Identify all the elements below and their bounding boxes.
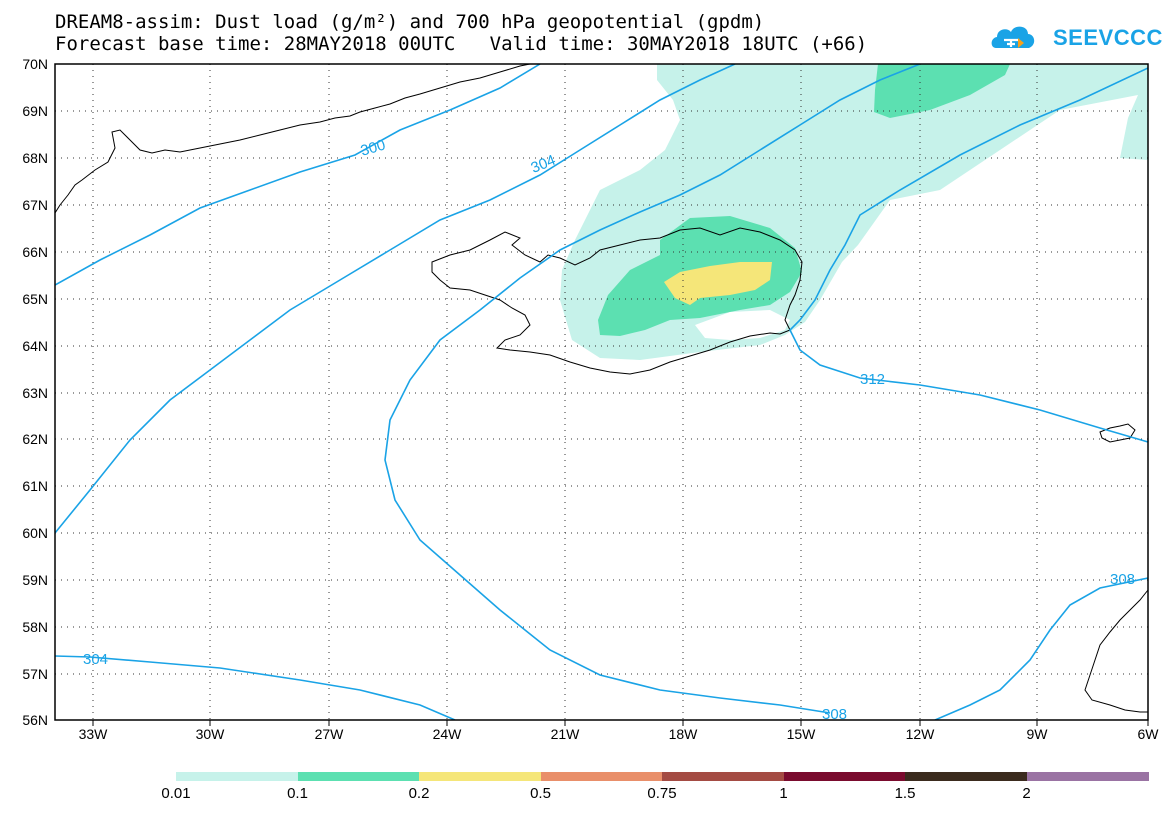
contour-312: [384, 64, 921, 714]
lat-label: 63N: [22, 385, 48, 401]
colorbar-label: 0.5: [530, 785, 551, 802]
lat-label: 70N: [22, 56, 48, 72]
colorbar-label: 0.75: [647, 785, 677, 802]
contour-label-304-south: 304: [83, 651, 108, 668]
colorbar-segment: [662, 772, 784, 781]
lat-label: 65N: [22, 291, 48, 307]
map-frame: [54, 63, 1149, 721]
axis-ticks: [92, 720, 1149, 726]
lat-label: 64N: [22, 338, 48, 354]
grid-lines: [55, 64, 1148, 720]
dust-area-high: [664, 262, 772, 305]
lon-label: 15W: [786, 726, 816, 742]
colorbar-label: 0.01: [161, 785, 191, 802]
iceland-coast: [431, 227, 803, 375]
contour-label-308-south: 308: [822, 706, 847, 723]
contour-308: [934, 577, 1148, 720]
lat-label: 58N: [22, 619, 48, 635]
contour-label-308-east: 308: [1110, 571, 1135, 588]
lat-label: 56N: [22, 712, 48, 728]
lat-label: 69N: [22, 103, 48, 119]
colorbar-label: 1: [779, 785, 788, 802]
colorbar-segment: [297, 772, 420, 781]
lon-label: 21W: [550, 726, 580, 742]
cloud-logo-icon: [991, 26, 1035, 48]
contour-312-east: [789, 67, 1148, 443]
lat-label: 66N: [22, 244, 48, 260]
lon-label: 12W: [905, 726, 935, 742]
colorbar-segment: [176, 772, 298, 781]
chart-title: DREAM8-assim: Dust load (g/m²) and 700 h…: [55, 11, 765, 33]
colorbar-segment: [419, 772, 541, 781]
colorbar-label: 2: [1022, 785, 1031, 802]
colorbar-label: 0.2: [408, 785, 430, 802]
colorbar-segment: [1026, 772, 1149, 781]
logo-text: SEEVCCC: [1053, 25, 1163, 50]
lat-label: 68N: [22, 150, 48, 166]
lat-label: 61N: [22, 478, 48, 494]
colorbar-label: 1.5: [894, 785, 916, 802]
contour-label-304-north: 304: [528, 152, 558, 177]
lat-label: 60N: [22, 525, 48, 541]
dust-area-mid-north: [874, 64, 1010, 118]
lat-label: 67N: [22, 197, 48, 213]
greenland-coast: [55, 64, 531, 214]
coastlines: [55, 64, 1148, 713]
lat-label: 59N: [22, 572, 48, 588]
lon-label: 24W: [432, 726, 462, 742]
forecast-time-line: Forecast base time: 28MAY2018 00UTC Vali…: [55, 33, 868, 55]
dust-free-patch: [695, 310, 790, 340]
lon-label: 27W: [314, 726, 344, 742]
lat-label: 57N: [22, 666, 48, 682]
faroe-islands: [1099, 423, 1136, 443]
geopotential-contours: [55, 64, 1148, 720]
contour-300: [55, 64, 541, 286]
lon-label: 30W: [195, 726, 225, 742]
contour-304-south: [55, 655, 456, 720]
lat-label: 62N: [22, 431, 48, 447]
colorbar-segment: [905, 772, 1027, 781]
colorbar-segment: [783, 772, 906, 781]
lon-label: 33W: [78, 726, 108, 742]
lon-label: 18W: [668, 726, 698, 742]
lon-label: 9W: [1026, 726, 1048, 742]
scotland-coast: [1084, 589, 1148, 713]
contour-304-north: [55, 64, 736, 534]
colorbar-label: 0.1: [287, 785, 308, 802]
contour-label-312: 312: [860, 371, 885, 388]
contour-label-300: 300: [359, 137, 388, 160]
colorbar-segment: [540, 772, 663, 781]
lon-label: 6W: [1137, 726, 1159, 742]
